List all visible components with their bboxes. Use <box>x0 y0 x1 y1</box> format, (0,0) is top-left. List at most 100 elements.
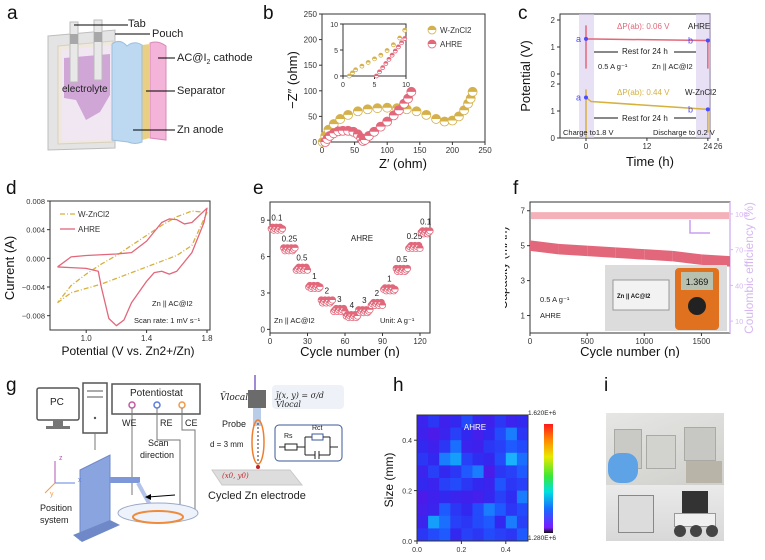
equation-box <box>272 385 344 409</box>
inset-point-fill <box>402 36 407 39</box>
heatmap-cell <box>494 465 507 479</box>
current-label: 0.5 A g⁻¹ <box>598 62 628 71</box>
data-point-wzncl2-fill <box>372 103 382 109</box>
y-tick-label: 2 <box>551 80 556 89</box>
right-axis-arrow <box>689 220 710 234</box>
x-axis-label: Z′ (ohm) <box>379 156 427 171</box>
panel-label-a: a <box>7 3 18 24</box>
x-tick-label: 10 <box>402 82 410 89</box>
rate-point-fill <box>304 266 311 271</box>
heatmap-cell <box>505 515 518 529</box>
heatmap-cell <box>439 490 451 504</box>
data-point-wzncl2-fill <box>363 104 373 110</box>
rest-label-bottom: Rest for 24 h <box>622 114 668 123</box>
y-tick-label: 0.2 <box>402 489 412 496</box>
pouch-cell-2 <box>646 435 676 469</box>
plot-frame <box>49 200 211 331</box>
heatmap-cell <box>483 465 496 479</box>
heatmap-cell <box>505 503 518 517</box>
heatmap-cell <box>450 452 462 466</box>
label-anode: Zn anode <box>177 124 224 136</box>
heatmap-cell <box>461 528 473 542</box>
heatmap-cell <box>516 465 529 479</box>
rate-point-fill <box>404 265 411 269</box>
x-tick-label: 1.8 <box>201 334 213 343</box>
photo-pouch-cells <box>606 413 724 485</box>
heatmap-cell <box>472 528 485 542</box>
inset-point-fill <box>347 74 352 76</box>
re-label: RE <box>160 418 173 428</box>
panel-g: g <box>0 375 345 555</box>
x-tick-label: 0 <box>341 82 345 89</box>
series-label-wzncl2: W-ZnCl2 <box>685 88 717 97</box>
panel-label-b: b <box>263 3 274 24</box>
x-axis-label: Cycle number (n) <box>300 344 400 358</box>
inset-point-fill <box>377 69 382 72</box>
point-marker <box>705 38 710 43</box>
data-point-wzncl2-fill <box>412 106 422 112</box>
y-tick-label: −0.008 <box>22 312 45 321</box>
heatmap-cell <box>516 478 529 492</box>
delta-p-ahre: ΔP(ab): 0.06 V <box>617 22 670 31</box>
inset-point-fill <box>372 56 377 59</box>
rate-point-fill <box>316 283 324 287</box>
y-tick-label: 0 <box>261 325 266 334</box>
heatmap-cell <box>461 465 473 479</box>
panel-label-d: d <box>6 178 17 199</box>
inset-point-fill <box>399 40 404 43</box>
data-point-wzncl2-fill <box>431 114 441 119</box>
inset-point-fill <box>366 60 371 63</box>
y-tick-label: 10 <box>330 22 338 29</box>
rate-label: 0.1 <box>271 214 283 223</box>
heatmap-cell <box>483 452 496 466</box>
heatmap-title: AHRE <box>464 423 486 432</box>
y-tick-label: 0 <box>334 74 338 81</box>
rate-label: 3 <box>362 296 367 305</box>
inset-point-fill <box>380 65 385 68</box>
x-tick-label: 26 <box>714 142 723 151</box>
heatmap-cell <box>428 427 440 441</box>
tab-left <box>69 21 79 83</box>
rate-point-fill <box>391 286 399 290</box>
pouch-cell-diagram <box>47 19 175 151</box>
inset-point-fill <box>393 49 398 52</box>
charge-highlight <box>579 14 594 138</box>
heatmap-cell <box>483 440 496 454</box>
point-marker <box>705 107 710 112</box>
rate-point-fill <box>340 305 347 309</box>
heatmap-cell <box>472 415 485 429</box>
legend-marker-fill <box>428 40 436 44</box>
heatmap-cell <box>505 452 518 466</box>
y-tick-label: 5 <box>334 48 338 55</box>
ce-terminal <box>178 401 186 409</box>
rate-label: 2 <box>375 289 380 298</box>
heatmap-cell <box>450 465 462 479</box>
inset-point-fill <box>359 64 364 67</box>
x-tick-label: 0 <box>320 146 325 155</box>
data-point-wzncl2-fill <box>343 110 353 115</box>
colorbar-max: 1.620E+6 <box>528 410 557 417</box>
pc-label: PC <box>50 397 64 408</box>
data-point-wzncl2-fill <box>382 103 392 108</box>
rate-label: 0.25 <box>407 232 423 241</box>
cell-label: Zn || AC@I2 <box>152 299 193 308</box>
heatmap-cell <box>505 490 518 504</box>
data-point-wzncl2-fill <box>353 106 363 112</box>
x-tick-label: 5 <box>373 82 377 89</box>
heatmap-cell <box>472 503 485 517</box>
legend-label: AHRE <box>440 40 462 49</box>
y-tick-label: 150 <box>304 61 318 70</box>
label-tab: Tab <box>128 18 146 30</box>
inset-point-fill <box>391 42 396 45</box>
discharge-highlight <box>696 14 711 138</box>
x-tick-label: 12 <box>642 142 651 151</box>
data-point-wzncl2-fill <box>440 117 450 122</box>
axis-x-label: x <box>78 477 82 484</box>
capacity-band <box>587 245 616 258</box>
x-tick-label: 1.0 <box>81 334 93 343</box>
rate-point-fill <box>379 302 386 306</box>
equation-label: j̄(x, y) = σ/d V̄local <box>276 391 324 409</box>
heatmap-cell <box>439 528 451 542</box>
